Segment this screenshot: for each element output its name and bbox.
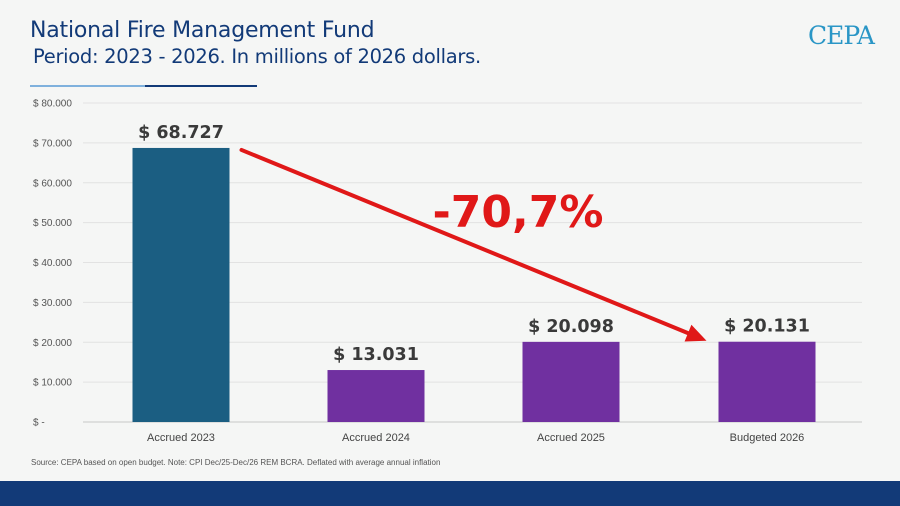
data-label: $ 68.727 bbox=[138, 123, 224, 143]
trend-arrow-head bbox=[684, 324, 707, 342]
x-tick-label: Accrued 2025 bbox=[537, 432, 605, 444]
y-tick-label: $ 50.000 bbox=[33, 218, 72, 229]
data-label: $ 20.131 bbox=[724, 317, 810, 337]
y-tick-label: $ 80.000 bbox=[33, 99, 72, 110]
x-tick-label: Accrued 2023 bbox=[147, 432, 215, 444]
x-axis-ticks: Accrued 2023 Accrued 2024 Accrued 2025 Budg… bbox=[147, 432, 804, 444]
y-tick-label: $ - bbox=[33, 418, 45, 429]
y-tick-label: $ 70.000 bbox=[33, 138, 72, 149]
data-labels: $ 68.727 $ 13.031 $ 20.098 $ 20.131 bbox=[138, 123, 810, 365]
y-tick-label: $ 30.000 bbox=[33, 298, 72, 309]
y-tick-label: $ 10.000 bbox=[33, 378, 72, 389]
change-annotation: -70,7% bbox=[239, 147, 707, 342]
y-axis-ticks: $ - $ 10.000 $ 20.000 $ 30.000 $ 40.000 $ 50.… bbox=[33, 99, 72, 429]
bar bbox=[327, 370, 425, 422]
chart-subtitle: Period: 2023 - 2026. In millions of 2026… bbox=[33, 45, 481, 68]
bar bbox=[132, 147, 230, 422]
cepa-logo: CEPA bbox=[808, 21, 875, 50]
bars bbox=[132, 147, 816, 422]
title-underline-light bbox=[30, 85, 145, 87]
y-tick-label: $ 20.000 bbox=[33, 338, 72, 349]
bar bbox=[522, 341, 620, 422]
percent-change-annotation: -70,7% bbox=[433, 187, 604, 238]
y-tick-label: $ 60.000 bbox=[33, 178, 72, 189]
chart-title: National Fire Management Fund bbox=[30, 18, 375, 43]
x-tick-label: Accrued 2024 bbox=[342, 432, 410, 444]
footer-band bbox=[0, 481, 900, 506]
y-tick-label: $ 40.000 bbox=[33, 258, 72, 269]
source-note: Source: CEPA based on open budget. Note:… bbox=[31, 458, 441, 467]
data-label: $ 20.098 bbox=[528, 317, 614, 337]
data-label: $ 13.031 bbox=[333, 345, 419, 365]
trend-arrow-line bbox=[239, 147, 690, 336]
title-underline-dark bbox=[145, 85, 257, 87]
x-tick-label: Budgeted 2026 bbox=[730, 432, 805, 444]
bar bbox=[718, 341, 816, 422]
